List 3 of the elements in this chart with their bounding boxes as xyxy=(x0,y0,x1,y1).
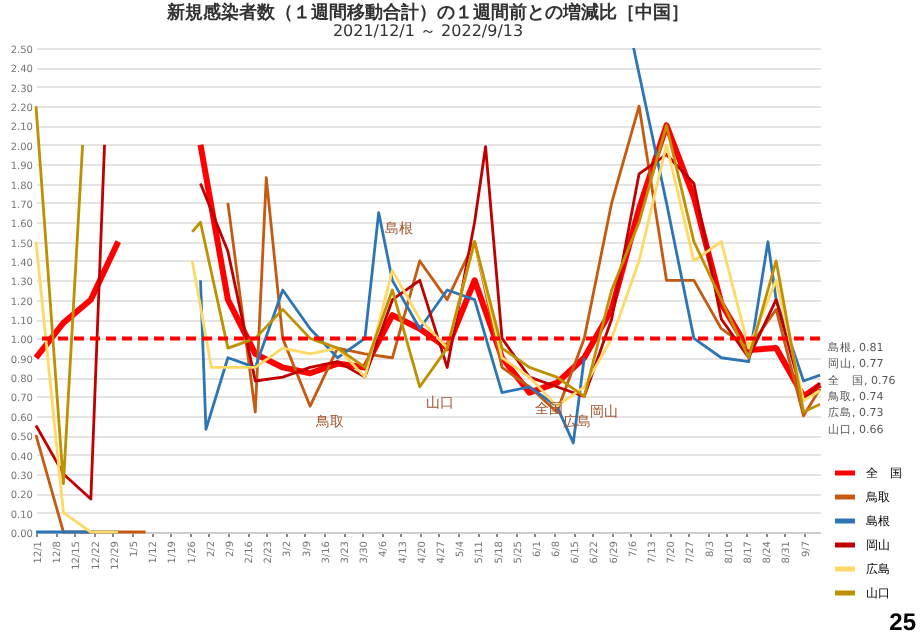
chart-subtitle: 2021/12/1 ～ 2022/9/13 xyxy=(332,22,524,40)
chart-title: 新規感染者数（１週間移動合計）の１週間前との増減比［中国］ xyxy=(165,0,689,24)
text: 25 xyxy=(889,608,916,636)
